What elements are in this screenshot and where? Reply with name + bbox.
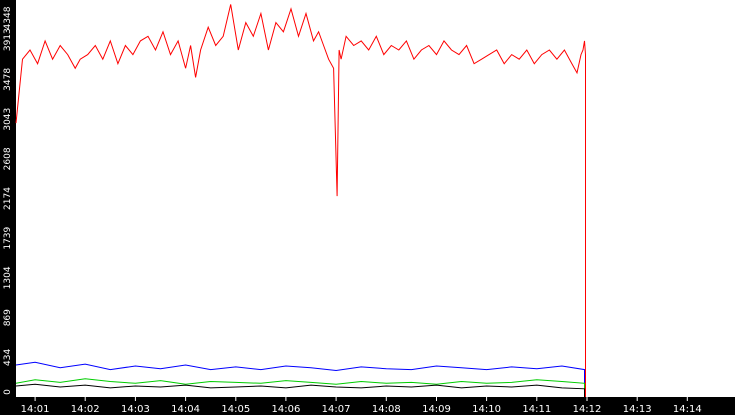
x-tick-label: 14:01 bbox=[21, 404, 50, 415]
plot-area bbox=[16, 0, 735, 397]
x-axis: 14:01 14:02 14:03 14:04 14:05 14:06 14:07 14:08… bbox=[21, 397, 702, 415]
series-line-2 bbox=[15, 378, 585, 397]
x-tick-label: 14:03 bbox=[121, 404, 150, 415]
x-tick-label: 14:05 bbox=[221, 404, 250, 415]
y-tick-label: 434 bbox=[3, 349, 13, 366]
y-tick-label: 4348 bbox=[3, 6, 13, 29]
x-tick-label: 14:13 bbox=[623, 404, 652, 415]
x-tick-label: 14:06 bbox=[271, 404, 300, 415]
x-tick-label: 14:09 bbox=[422, 404, 451, 415]
y-tick-label: 869 bbox=[3, 309, 13, 326]
x-tick-label: 14:08 bbox=[372, 404, 401, 415]
y-tick-label: 2608 bbox=[3, 147, 13, 170]
x-tick-label: 14:11 bbox=[522, 404, 551, 415]
y-tick-label: 1739 bbox=[3, 226, 13, 249]
y-tick-label: 3478 bbox=[3, 68, 13, 91]
x-tick-label: 14:10 bbox=[472, 404, 501, 415]
x-tick-label: 14:12 bbox=[573, 404, 602, 415]
y-tick-label: 2174 bbox=[3, 187, 13, 210]
y-tick-label: 1304 bbox=[3, 266, 13, 289]
series-line-3 bbox=[15, 383, 585, 397]
y-tick-label: 0 bbox=[3, 389, 13, 395]
x-tick-label: 14:14 bbox=[673, 404, 702, 415]
x-tick-label: 14:02 bbox=[71, 404, 100, 415]
y-tick-label: 3043 bbox=[3, 108, 13, 131]
x-tick-label: 14:07 bbox=[322, 404, 351, 415]
series-layer bbox=[15, 4, 586, 397]
series-line-1 bbox=[15, 361, 585, 397]
x-tick-label: 14:04 bbox=[171, 404, 200, 415]
y-tick-label: 3913 bbox=[3, 28, 13, 51]
series-line-0 bbox=[15, 4, 586, 397]
